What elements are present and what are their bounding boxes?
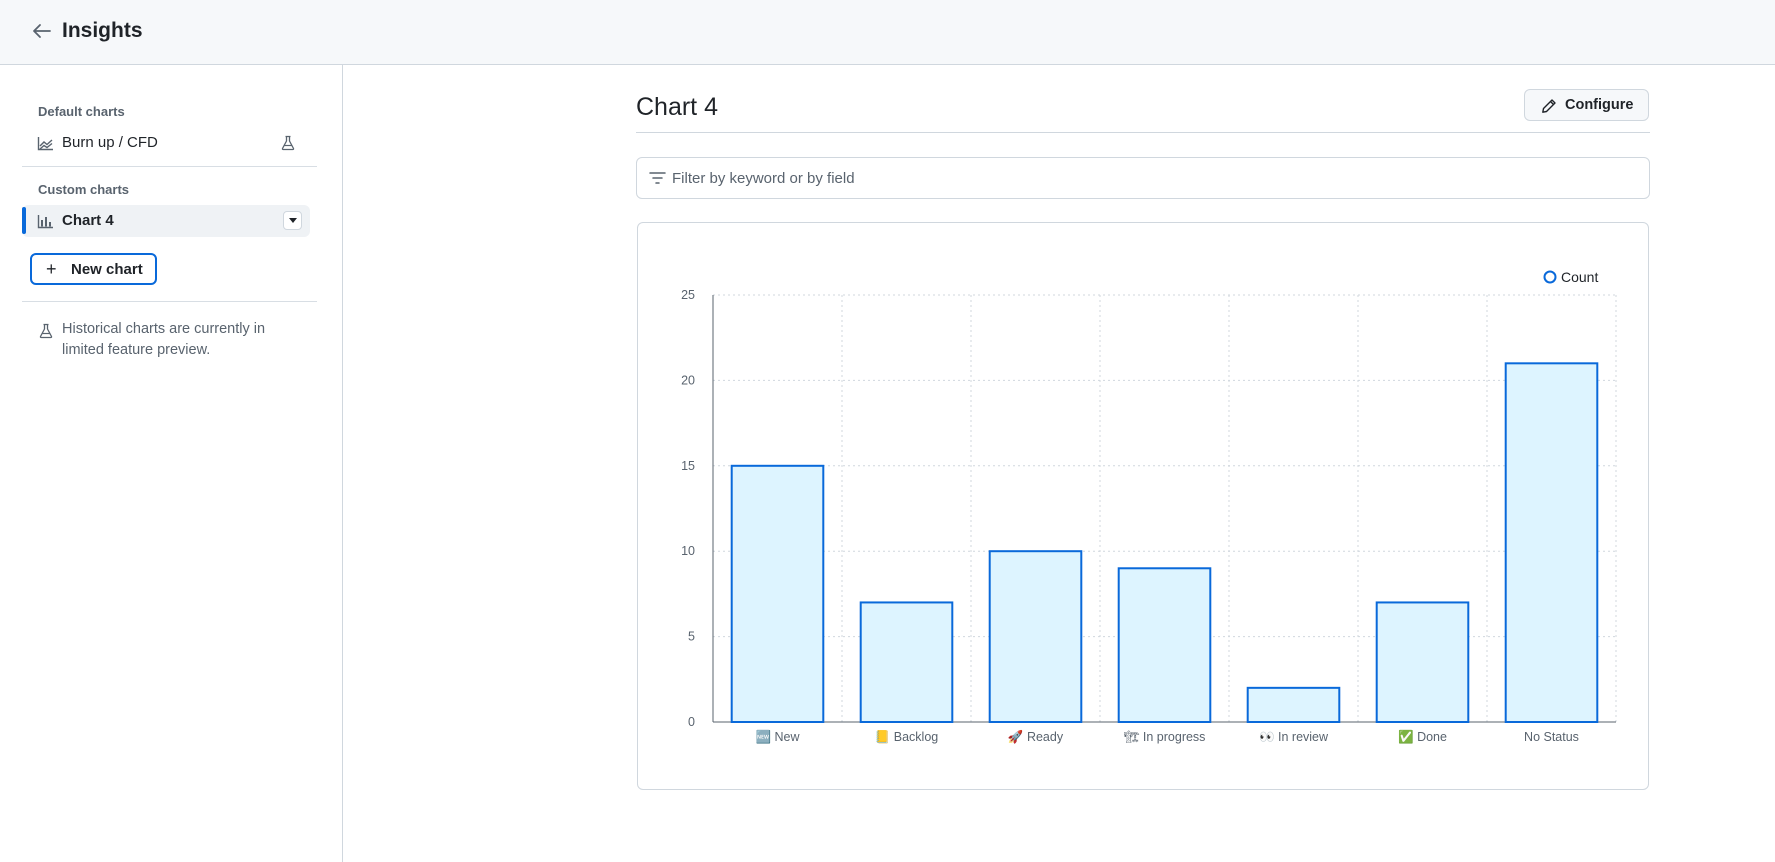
sidebar: Default charts Burn up / CFD Custom char… bbox=[0, 65, 343, 862]
bar-chart-icon bbox=[37, 213, 54, 229]
y-tick-label: 5 bbox=[688, 630, 695, 644]
x-tick-label: 🏗 In progress bbox=[1124, 730, 1206, 744]
pencil-icon bbox=[1541, 98, 1557, 119]
legend-marker bbox=[1543, 270, 1557, 284]
bar bbox=[1246, 686, 1341, 723]
default-charts-label: Default charts bbox=[38, 104, 125, 119]
y-tick-label: 25 bbox=[681, 288, 695, 302]
y-tick-label: 0 bbox=[688, 715, 695, 729]
bar bbox=[730, 464, 825, 724]
filter-input[interactable] bbox=[672, 167, 1572, 189]
new-chart-button[interactable]: + New chart bbox=[30, 253, 157, 285]
x-tick-label: 👀 In review bbox=[1259, 730, 1329, 744]
beaker-icon bbox=[280, 135, 296, 151]
x-tick-label: 🆕 New bbox=[755, 729, 800, 744]
bar bbox=[988, 550, 1083, 724]
sidebar-item-label: Chart 4 bbox=[62, 212, 114, 229]
triangle-down-icon bbox=[288, 218, 297, 223]
top-bar: Insights bbox=[0, 0, 1775, 65]
bar bbox=[859, 601, 954, 723]
x-tick-label: ✅ Done bbox=[1398, 729, 1447, 744]
plus-icon: + bbox=[46, 259, 57, 279]
sidebar-item-label: Burn up / CFD bbox=[62, 134, 158, 151]
x-tick-label: No Status bbox=[1524, 730, 1579, 744]
bar bbox=[1504, 362, 1599, 723]
y-tick-label: 15 bbox=[681, 459, 695, 473]
selected-indicator bbox=[22, 207, 26, 234]
y-tick-label: 10 bbox=[681, 544, 695, 558]
new-chart-label: New chart bbox=[71, 261, 143, 278]
beaker-icon bbox=[38, 323, 54, 339]
chart-card: 0 5 10 15 20 25 🆕 New 📒 Backlog 🚀 Ready 🏗 In prog… bbox=[637, 222, 1649, 790]
title-divider bbox=[636, 132, 1650, 133]
x-tick-label: 📒 Backlog bbox=[875, 730, 939, 744]
page-title: Insights bbox=[62, 19, 143, 42]
filter-icon bbox=[649, 171, 666, 190]
sidebar-divider bbox=[22, 301, 317, 302]
chart-title: Chart 4 bbox=[636, 93, 718, 121]
graph-icon bbox=[37, 135, 54, 151]
bar bbox=[1375, 601, 1470, 723]
sidebar-divider bbox=[22, 166, 317, 167]
y-tick-label: 20 bbox=[681, 373, 695, 387]
bar bbox=[1117, 567, 1212, 723]
legend-label: Count bbox=[1561, 269, 1598, 285]
preview-note: Historical charts are currently in limit… bbox=[62, 321, 266, 358]
custom-charts-label: Custom charts bbox=[38, 182, 130, 197]
chart-options-dropdown[interactable] bbox=[283, 211, 302, 230]
configure-label: Configure bbox=[1565, 97, 1634, 113]
sidebar-item-chart-4[interactable]: Chart 4 bbox=[22, 205, 310, 237]
configure-button[interactable]: Configure bbox=[1524, 89, 1649, 121]
sidebar-item-burn-up-cfd[interactable]: Burn up / CFD bbox=[22, 127, 310, 159]
bar-chart: 0 5 10 15 20 25 🆕 New 📒 Backlog 🚀 Ready 🏗 In prog… bbox=[681, 269, 1617, 744]
back-arrow-icon[interactable] bbox=[28, 18, 56, 44]
filter-bar[interactable] bbox=[636, 157, 1650, 199]
x-tick-label: 🚀 Ready bbox=[1008, 729, 1064, 744]
